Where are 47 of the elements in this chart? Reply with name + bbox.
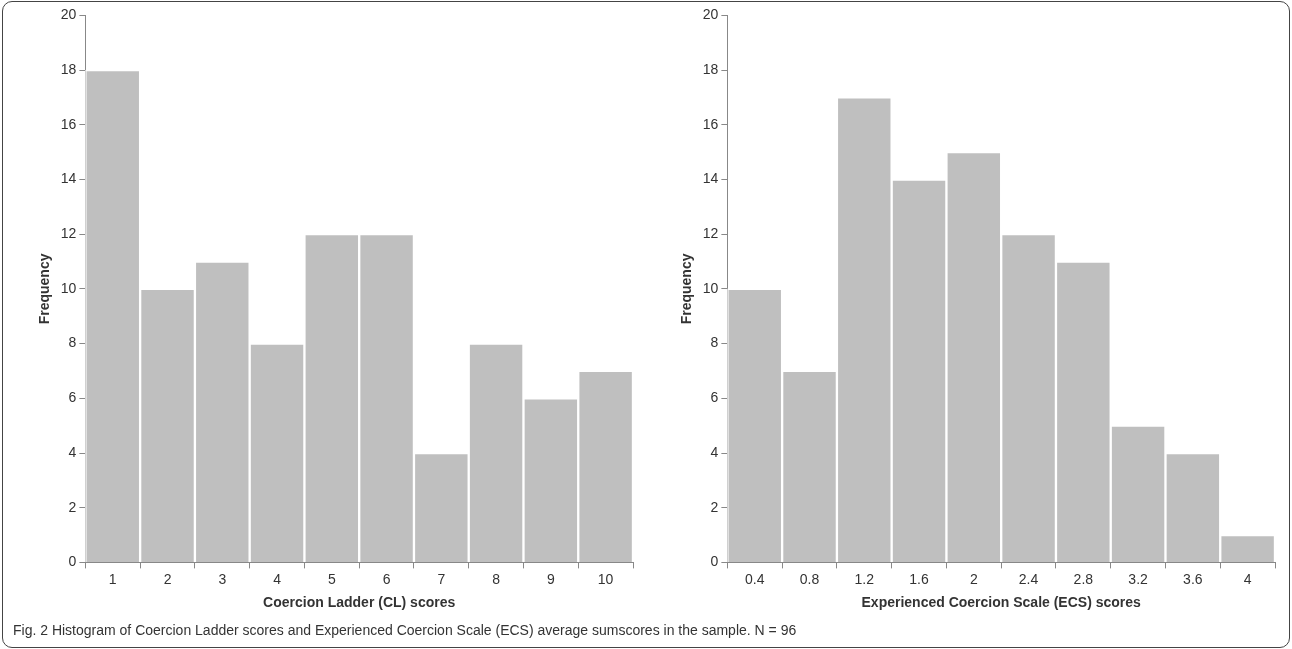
y-tick-label: 12	[702, 225, 719, 242]
y-tick-label: 20	[702, 6, 719, 23]
y-tick-label: 2	[68, 498, 77, 515]
x-tick-label: 1	[108, 570, 117, 587]
x-tick-label: 0.8	[799, 570, 820, 587]
x-axis-title: Coercion Ladder (CL) scores	[263, 594, 456, 611]
y-tick-label: 14	[60, 170, 77, 187]
y-tick-label: 10	[702, 279, 719, 296]
x-tick-label: 1.2	[854, 570, 875, 587]
x-tick-label: 3	[218, 570, 227, 587]
x-tick-label: 1.6	[909, 570, 929, 587]
y-tick-label: 16	[60, 115, 77, 132]
x-tick-label: 0.4	[745, 570, 765, 587]
y-tick-label: 16	[702, 115, 719, 132]
y-tick-label: 18	[702, 60, 719, 77]
x-tick-label: 7	[437, 570, 446, 587]
x-tick-label: 10	[597, 570, 614, 587]
caption: Fig. 2 Histogram of Coercion Ladder scores and Experienced Coercion Scale (ECS) average sumscores in the sample. N = 96	[13, 622, 797, 638]
y-axis-title: Frequency	[678, 253, 695, 325]
x-tick-label: 4	[273, 570, 282, 587]
y-axis-title: Frequency	[36, 253, 53, 325]
y-tick-label: 8	[710, 334, 719, 351]
y-tick-label: 10	[60, 279, 77, 296]
y-tick-label: 0	[68, 553, 77, 570]
y-tick-label: 4	[68, 443, 77, 460]
y-tick-label: 20	[60, 6, 77, 23]
x-tick-label: 3.2	[1128, 570, 1149, 587]
x-tick-label: 2.4	[1018, 570, 1039, 587]
x-tick-label: 5	[327, 570, 336, 587]
y-tick-label: 6	[710, 389, 719, 406]
y-tick-label: 14	[702, 170, 719, 187]
x-tick-label: 2.8	[1073, 570, 1094, 587]
x-tick-label: 8	[492, 570, 501, 587]
x-tick-label: 9	[546, 570, 555, 587]
y-tick-label: 8	[68, 334, 77, 351]
y-tick-label: 0	[710, 553, 719, 570]
y-tick-label: 2	[710, 498, 719, 515]
y-tick-label: 18	[60, 60, 77, 77]
y-tick-label: 4	[710, 443, 719, 460]
x-tick-label: 4	[1243, 570, 1252, 587]
x-axis-title: Experienced Coercion Scale (ECS) scores	[861, 594, 1142, 611]
y-tick-label: 6	[68, 389, 77, 406]
x-tick-label: 3.6	[1183, 570, 1203, 587]
x-tick-label: 2	[163, 570, 172, 587]
y-tick-label: 12	[60, 225, 77, 242]
x-tick-label: 6	[382, 570, 391, 587]
x-tick-label: 2	[969, 570, 978, 587]
